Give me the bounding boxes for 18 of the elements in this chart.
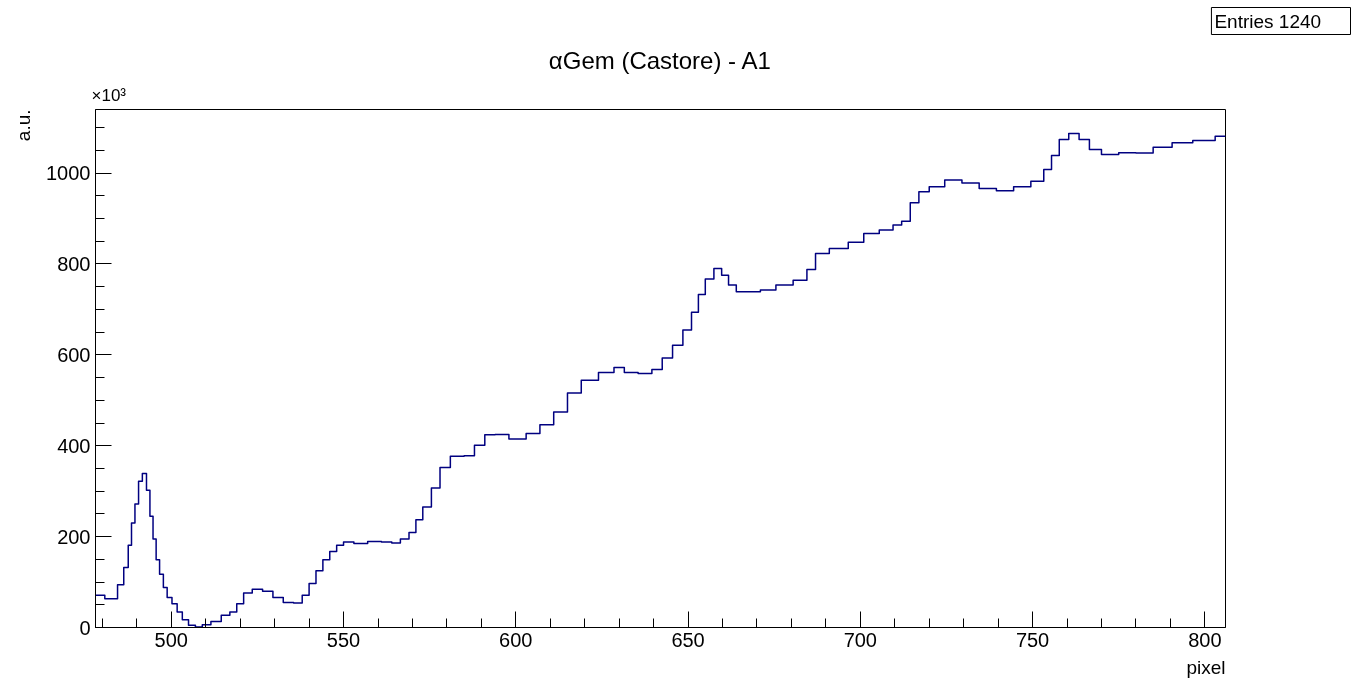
y-tick-label: 600	[57, 343, 91, 366]
y-tick-label: 400	[57, 434, 91, 457]
x-tick-label: 550	[326, 628, 361, 651]
chart-title: αGem (Castore) - A1	[548, 46, 771, 74]
y-axis-title: a.u.	[12, 109, 34, 142]
x-tick-label: 750	[1015, 628, 1050, 651]
x-tick-label: 700	[843, 628, 878, 651]
x-tick-label: 600	[499, 628, 533, 651]
y-tick-label: 1000	[46, 162, 91, 185]
x-tick-label: 500	[154, 628, 188, 651]
text: Entries 1240	[1214, 10, 1322, 32]
x-tick-label: 800	[1188, 628, 1222, 651]
text: ×10³	[91, 85, 127, 105]
y-tick-label: 800	[57, 252, 91, 275]
x-axis-title: pixel	[1186, 656, 1226, 678]
y-tick-label: 200	[57, 525, 91, 548]
x-tick-label: 650	[671, 628, 705, 651]
y-tick-label: 0	[79, 616, 91, 639]
